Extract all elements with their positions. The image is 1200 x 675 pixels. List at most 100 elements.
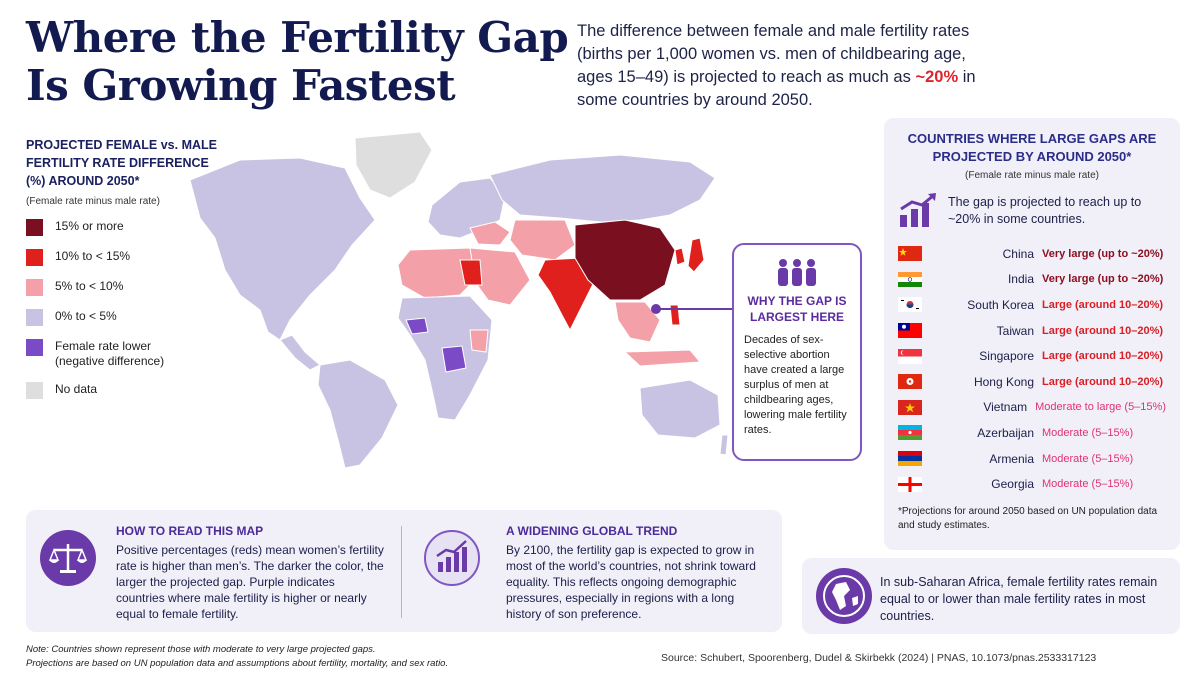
africa-text: In sub-Saharan Africa, female fertility … [880,575,1158,623]
title-line-1: Where the Fertility Gap [26,13,569,62]
growth-chart-icon [900,193,936,227]
globe-icon [816,568,872,624]
taiwan-flag-icon [898,323,922,339]
info-box: HOW TO READ THIS MAP Positive percentage… [26,510,782,632]
country-name: Taiwan [996,323,1034,338]
title-line-2: Is Growing Fastest [26,61,456,110]
page-title: Where the Fertility Gap Is Growing Faste… [26,13,569,110]
trend-heading: A WIDENING GLOBAL TREND [506,524,678,538]
legend-item: 0% to < 5% [26,309,226,326]
trend-chart-icon [424,530,480,586]
country-gap: Moderate (5–15%) [1042,478,1134,491]
countries-panel-subtitle: (Female rate minus male rate) [965,170,1099,181]
how-to-read-heading: HOW TO READ THIS MAP [116,524,264,538]
country-gap: Moderate (5–15%) [1042,452,1134,465]
trend-text: By 2100, the fertility gap is expected t… [506,543,756,621]
legend-label: 15% or more [55,219,124,233]
how-to-read-section: HOW TO READ THIS MAP Positive percentage… [116,524,386,622]
country-name: Vietnam [983,400,1028,415]
country-gap: Very large (up to ~20%) [1042,247,1164,260]
country-name: Hong Kong [973,374,1034,389]
australia-shape [639,379,721,439]
footer-note-1: Note: Countries shown represent those wi… [26,644,376,655]
country-gap: Very large (up to ~20%) [1042,273,1164,286]
countries-panel-title: COUNTRIES WHERE LARGE GAPS ARE PROJECTED… [907,131,1157,164]
legend-subtitle: (Female rate minus male rate) [26,196,160,207]
legend-label: 5% to < 10% [55,279,124,293]
country-row: China Very large (up to ~20%) [898,241,1166,267]
legend-items: 15% or more 10% to < 15% 5% to < 10% 0% to … [26,219,226,399]
legend-swatch [26,249,43,266]
country-name: China [1002,246,1034,261]
country-row: South Korea Large (around 10–20%) [898,292,1166,318]
greenland-shape [354,131,433,199]
legend-title: PROJECTED FEMALE vs. MALE FERTILITY RATE… [26,138,217,188]
country-list: China Very large (up to ~20%) India Very la… [898,241,1166,497]
south-america-shape [317,359,399,469]
footer-note-2: Projections are based on UN population d… [26,658,449,669]
country-row: Azerbaijan Moderate (5–15%) [898,420,1166,446]
country-name: Georgia [991,477,1034,492]
legend-swatch [26,382,43,399]
legend-swatch [26,339,43,356]
legend-item: 15% or more [26,219,226,236]
china-flag-icon [898,246,922,262]
north-asia-shape [489,154,716,223]
country-gap: Moderate (5–15%) [1042,426,1134,439]
intro-text: The difference between female and male f… [577,20,977,112]
india-flag-icon [898,271,922,287]
legend-label: 10% to < 15% [55,249,131,263]
georgia-flag-icon [898,476,922,492]
country-gap: Large (around 10–20%) [1042,350,1164,363]
intro-highlight: ~20% [915,68,959,86]
legend-swatch [26,219,43,236]
west-africa-purple-shape [405,317,429,335]
countries-panel: COUNTRIES WHERE LARGE GAPS ARE PROJECTED… [884,118,1180,550]
country-row: Armenia Moderate (5–15%) [898,446,1166,472]
world-map [170,120,730,470]
country-gap: Moderate to large (5–15%) [1035,401,1166,414]
country-name: South Korea [967,297,1034,312]
azerbaijan-flag-icon [898,425,922,441]
intro-before: The difference between female and male f… [577,22,970,86]
country-row: Georgia Moderate (5–15%) [898,471,1166,497]
country-row: India Very large (up to ~20%) [898,267,1166,293]
caucasus-shape [469,221,511,246]
country-name: Armenia [989,451,1034,466]
info-divider [401,526,402,618]
legend-item: 5% to < 10% [26,279,226,296]
country-row: Taiwan Large (around 10–20%) [898,318,1166,344]
intro-after: in some countries by around 2050. [577,68,976,109]
people-icon [744,257,850,287]
country-gap: Large (around 10–20%) [1042,324,1164,337]
world-map-svg [189,131,729,469]
north-america-shape [189,157,376,341]
callout-body: Decades of sex-selective abortion have c… [744,334,847,436]
how-to-read-text: Positive percentages (reds) mean women’s… [116,543,384,621]
legend-item: No data [26,382,226,399]
indonesia-shape [623,349,702,367]
korea-shape [674,247,686,266]
gap-summary: The gap is projected to reach up to ~20%… [898,193,1166,229]
country-gap: Large (around 10–20%) [1042,298,1164,311]
footer-notes: Note: Countries shown represent those wi… [26,643,448,671]
japan-shape [687,237,705,273]
trend-section: A WIDENING GLOBAL TREND By 2100, the fer… [506,524,768,622]
philippines-shape [669,304,681,326]
projection-note: *Projections for around 2050 based on UN… [898,505,1158,531]
country-name: Azerbaijan [977,425,1034,440]
hongkong-flag-icon [898,374,922,390]
country-name: India [1007,272,1034,287]
east-africa-pink-shape [469,329,489,353]
map-legend: PROJECTED FEMALE vs. MALE FERTILITY RATE… [26,136,226,412]
central-america-shape [279,334,321,371]
legend-label: 0% to < 5% [55,309,117,323]
legend-swatch [26,279,43,296]
china-shape [574,219,676,301]
africa-box: In sub-Saharan Africa, female fertility … [802,558,1180,634]
country-row: Vietnam Moderate to large (5–15%) [898,395,1166,421]
legend-item: 10% to < 15% [26,249,226,266]
singapore-flag-icon [898,348,922,364]
legend-item: Female rate lower (negative difference) [26,339,226,369]
why-gap-callout: WHY THE GAP IS LARGEST HERE Decades of s… [732,243,862,461]
